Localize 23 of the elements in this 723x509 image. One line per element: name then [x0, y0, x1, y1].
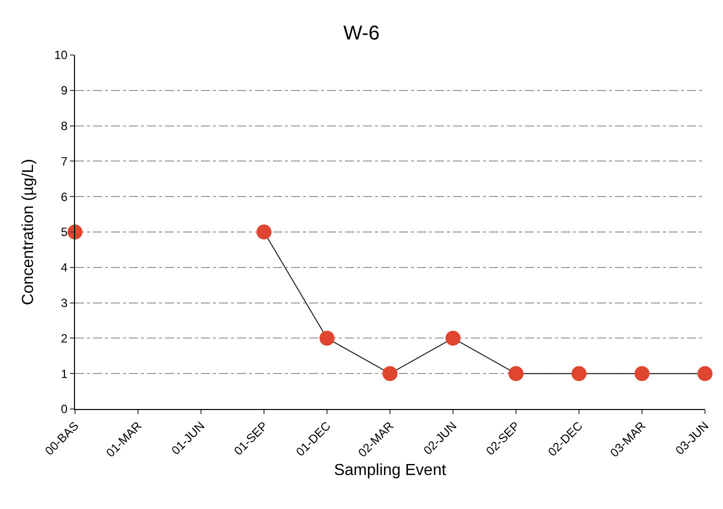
point: [320, 330, 334, 346]
y-tick-label: 8: [60, 119, 68, 133]
point: [382, 366, 398, 382]
chart-title: W-6: [343, 22, 380, 44]
point: [508, 366, 524, 382]
y-axis-title: Concentration (µg/L): [20, 158, 37, 306]
y-tick-label: 10: [54, 48, 68, 62]
point: [698, 366, 712, 382]
y-tick-label: 2: [60, 331, 68, 346]
y-tick-label: 5: [60, 225, 68, 240]
y-tick-label: 0: [60, 402, 68, 416]
y-tick-label: 9: [60, 84, 68, 98]
y-tick-label: 3: [60, 296, 68, 310]
point: [68, 224, 82, 240]
point: [572, 366, 586, 382]
y-tick-label: 1: [60, 366, 68, 381]
y-tick-label: 4: [60, 260, 68, 275]
y-tick-label: 6: [60, 190, 68, 204]
point: [446, 330, 460, 346]
point: [256, 224, 272, 240]
y-tick-label: 7: [60, 154, 68, 168]
point: [634, 366, 650, 382]
x-axis-title: Sampling Event: [334, 462, 447, 479]
